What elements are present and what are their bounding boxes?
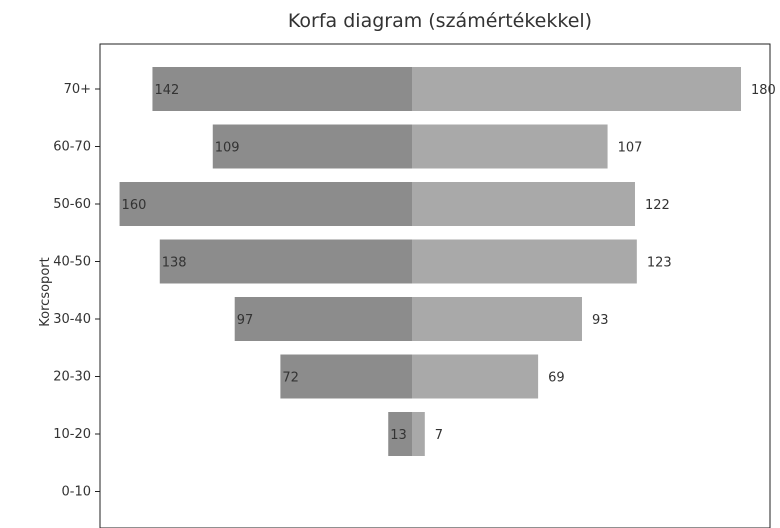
value-label-left: 138 <box>162 256 187 271</box>
y-tick-label: 0-10 <box>61 485 91 500</box>
y-tick-label: 10-20 <box>53 427 91 442</box>
bar-right <box>412 297 582 341</box>
value-label-left: 72 <box>282 371 299 386</box>
value-label-left: 97 <box>237 313 254 328</box>
y-tick-label: 20-30 <box>53 370 91 385</box>
bar-left <box>152 67 412 111</box>
value-label-right: 7 <box>435 428 443 443</box>
bar-right <box>412 182 635 226</box>
value-label-left: 142 <box>154 83 179 98</box>
y-tick-label: 30-40 <box>53 312 91 327</box>
value-label-right: 123 <box>647 256 672 271</box>
bar-left <box>234 297 412 341</box>
bar-left <box>159 239 412 284</box>
y-tick-label: 60-70 <box>53 140 91 155</box>
y-tick-label: 40-50 <box>53 255 91 270</box>
bars-group <box>119 67 741 456</box>
y-tick-label: 70+ <box>64 82 91 97</box>
value-label-left: 109 <box>215 141 240 156</box>
bar-left <box>388 412 412 456</box>
bar-left <box>280 354 412 399</box>
bar-left <box>119 182 413 226</box>
value-label-right: 107 <box>618 141 643 156</box>
bar-right <box>412 67 741 111</box>
y-ticks-group: 70+ 60-70 50-60 40-50 30-40 20-30 10-20 0-10 <box>53 82 100 500</box>
value-label-right: 122 <box>645 198 670 213</box>
bar-left <box>212 124 412 169</box>
y-axis-label: Korcsoport <box>38 257 53 326</box>
y-tick-label: 50-60 <box>53 197 91 212</box>
bar-right <box>412 412 425 456</box>
value-label-right: 93 <box>592 313 609 328</box>
value-labels-group: 142 180 109 107 160 122 138 123 97 93 72 69 13 7 <box>122 83 776 443</box>
value-label-left: 160 <box>122 198 147 213</box>
value-label-left: 13 <box>390 428 407 443</box>
bar-right <box>412 354 539 399</box>
bar-right <box>412 124 608 169</box>
chart-title: Korfa diagram (számértékekkel) <box>288 10 592 32</box>
value-label-right: 69 <box>548 371 565 386</box>
value-label-right: 180 <box>751 83 776 98</box>
bar-right <box>412 239 637 284</box>
plot-frame <box>99 43 771 528</box>
